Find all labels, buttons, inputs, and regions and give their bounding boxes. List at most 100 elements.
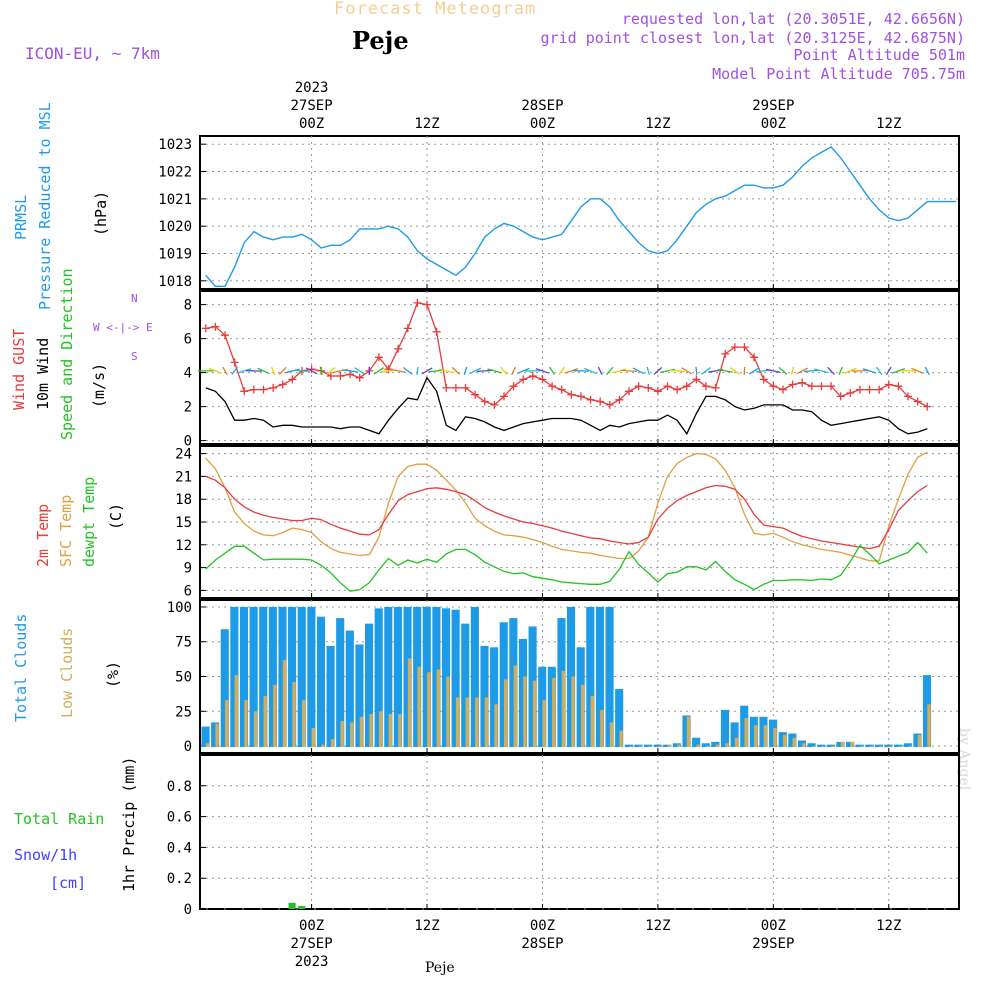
y-tick-label-0: 1022 <box>158 165 192 181</box>
total-clouds-bar <box>297 606 306 748</box>
low-clouds-bar <box>677 744 681 748</box>
low-clouds-bar <box>263 695 267 748</box>
gust-marker <box>634 382 643 391</box>
gust-marker <box>923 402 932 411</box>
low-clouds-bar <box>590 695 594 748</box>
low-clouds-bar <box>917 734 922 748</box>
wind-direction-arrow <box>326 366 336 375</box>
gust-marker <box>211 322 220 331</box>
gust-marker <box>875 385 884 394</box>
wind-direction-arrow <box>862 368 877 374</box>
gust-marker <box>326 372 335 380</box>
total-clouds-bar <box>288 606 297 748</box>
low-clouds-bar <box>696 744 700 748</box>
total-clouds-bar <box>711 741 720 748</box>
gust-marker <box>230 358 239 367</box>
sfc-temp-line <box>205 451 928 562</box>
wind-direction-arrow <box>535 367 550 374</box>
total-clouds-bar <box>268 606 277 748</box>
total-clouds-bar <box>672 743 681 748</box>
low-clouds-bar <box>350 722 354 748</box>
gust-marker <box>490 400 499 409</box>
total-clouds-bar <box>682 715 691 748</box>
gust-marker <box>827 382 836 391</box>
total-clouds-bar <box>278 606 287 748</box>
total-clouds-bar <box>403 606 412 748</box>
low-clouds-bar <box>667 744 671 748</box>
y-tick-label-2: 18 <box>175 492 192 508</box>
wind-direction-arrow <box>476 369 493 373</box>
snow-label: Snow/1h <box>14 846 78 864</box>
bottom-time-label: 00Z <box>761 918 786 934</box>
panel-frame-4 <box>199 754 960 910</box>
total-clouds-bar <box>643 744 653 748</box>
wind-direction-arrow <box>278 366 287 375</box>
gust-marker <box>846 389 855 397</box>
gust-marker <box>403 324 412 333</box>
total-clouds-bar <box>913 733 922 748</box>
low-clouds-bar <box>725 743 729 748</box>
low-clouds-bar <box>301 700 306 748</box>
pressure-line <box>205 146 957 287</box>
total-clouds-bar <box>567 606 576 748</box>
gust-marker <box>740 343 749 352</box>
gust-marker <box>346 370 355 379</box>
low-clouds-bar <box>340 721 344 748</box>
wind-direction-arrow <box>695 366 698 375</box>
rain-bar <box>298 905 306 909</box>
total-clouds-bar <box>788 733 797 748</box>
low-clouds-bar <box>359 716 364 748</box>
low-clouds-bar <box>821 746 825 748</box>
y-tick-label-1: 0 <box>184 434 192 450</box>
low-clouds-bar <box>205 743 210 748</box>
wind-direction-arrow <box>701 367 711 375</box>
wind-direction-arrow <box>257 367 270 375</box>
wind-direction-arrow <box>612 368 627 374</box>
wind-direction-arrow <box>653 366 663 375</box>
low-clouds-bar <box>244 700 248 748</box>
wind-direction-arrow <box>838 366 843 376</box>
gust-marker <box>884 380 893 389</box>
low-clouds-bar <box>330 739 335 748</box>
wind-direction-arrow <box>843 367 857 375</box>
total-clouds-bar <box>316 616 326 748</box>
low-clouds-bar <box>542 700 546 748</box>
low-clouds-bar <box>580 684 585 748</box>
wind-direction-arrow <box>285 368 300 374</box>
gust-marker <box>692 375 701 384</box>
bottom-time-label: 2023 <box>295 954 329 970</box>
low-clouds-bar <box>648 746 652 748</box>
low-clouds-bar <box>532 680 537 748</box>
low-clouds-bar <box>494 704 498 748</box>
low-clouds-bar <box>763 725 768 748</box>
wind-direction-arrow <box>416 366 419 375</box>
total-clouds-bar <box>441 608 451 748</box>
gust-marker <box>855 385 864 394</box>
gust-marker <box>730 343 739 352</box>
dewpoint-line <box>205 541 928 592</box>
wind-direction-arrow <box>222 366 228 376</box>
low-clouds-bar <box>734 737 739 748</box>
y-tick-label-1: 4 <box>184 366 192 382</box>
wind-direction-arrow <box>421 367 433 375</box>
gust-marker <box>894 382 903 391</box>
point-altitude: Point Altitude 501m <box>793 46 965 64</box>
gust-marker <box>201 324 210 333</box>
wind-direction-arrow <box>717 369 733 373</box>
low-clouds-bar <box>504 679 508 748</box>
top-time-label: 29SEP <box>752 98 794 114</box>
wind-direction-arrow <box>511 366 517 376</box>
total-clouds-bar <box>874 744 883 748</box>
low-clouds-bar <box>619 730 623 748</box>
low-clouds-bar <box>311 727 315 748</box>
total-clouds-bar <box>307 606 316 748</box>
wind-direction-arrow <box>390 368 406 373</box>
gust-marker <box>653 387 662 396</box>
wind-direction-arrow <box>373 367 384 375</box>
wind-direction-arrow <box>632 367 645 375</box>
gust-marker <box>682 382 691 391</box>
y-tick-label-2: 21 <box>175 469 192 485</box>
low-clouds-bar <box>225 700 229 748</box>
total-clouds-bar <box>528 626 537 748</box>
gust-marker <box>480 397 489 406</box>
